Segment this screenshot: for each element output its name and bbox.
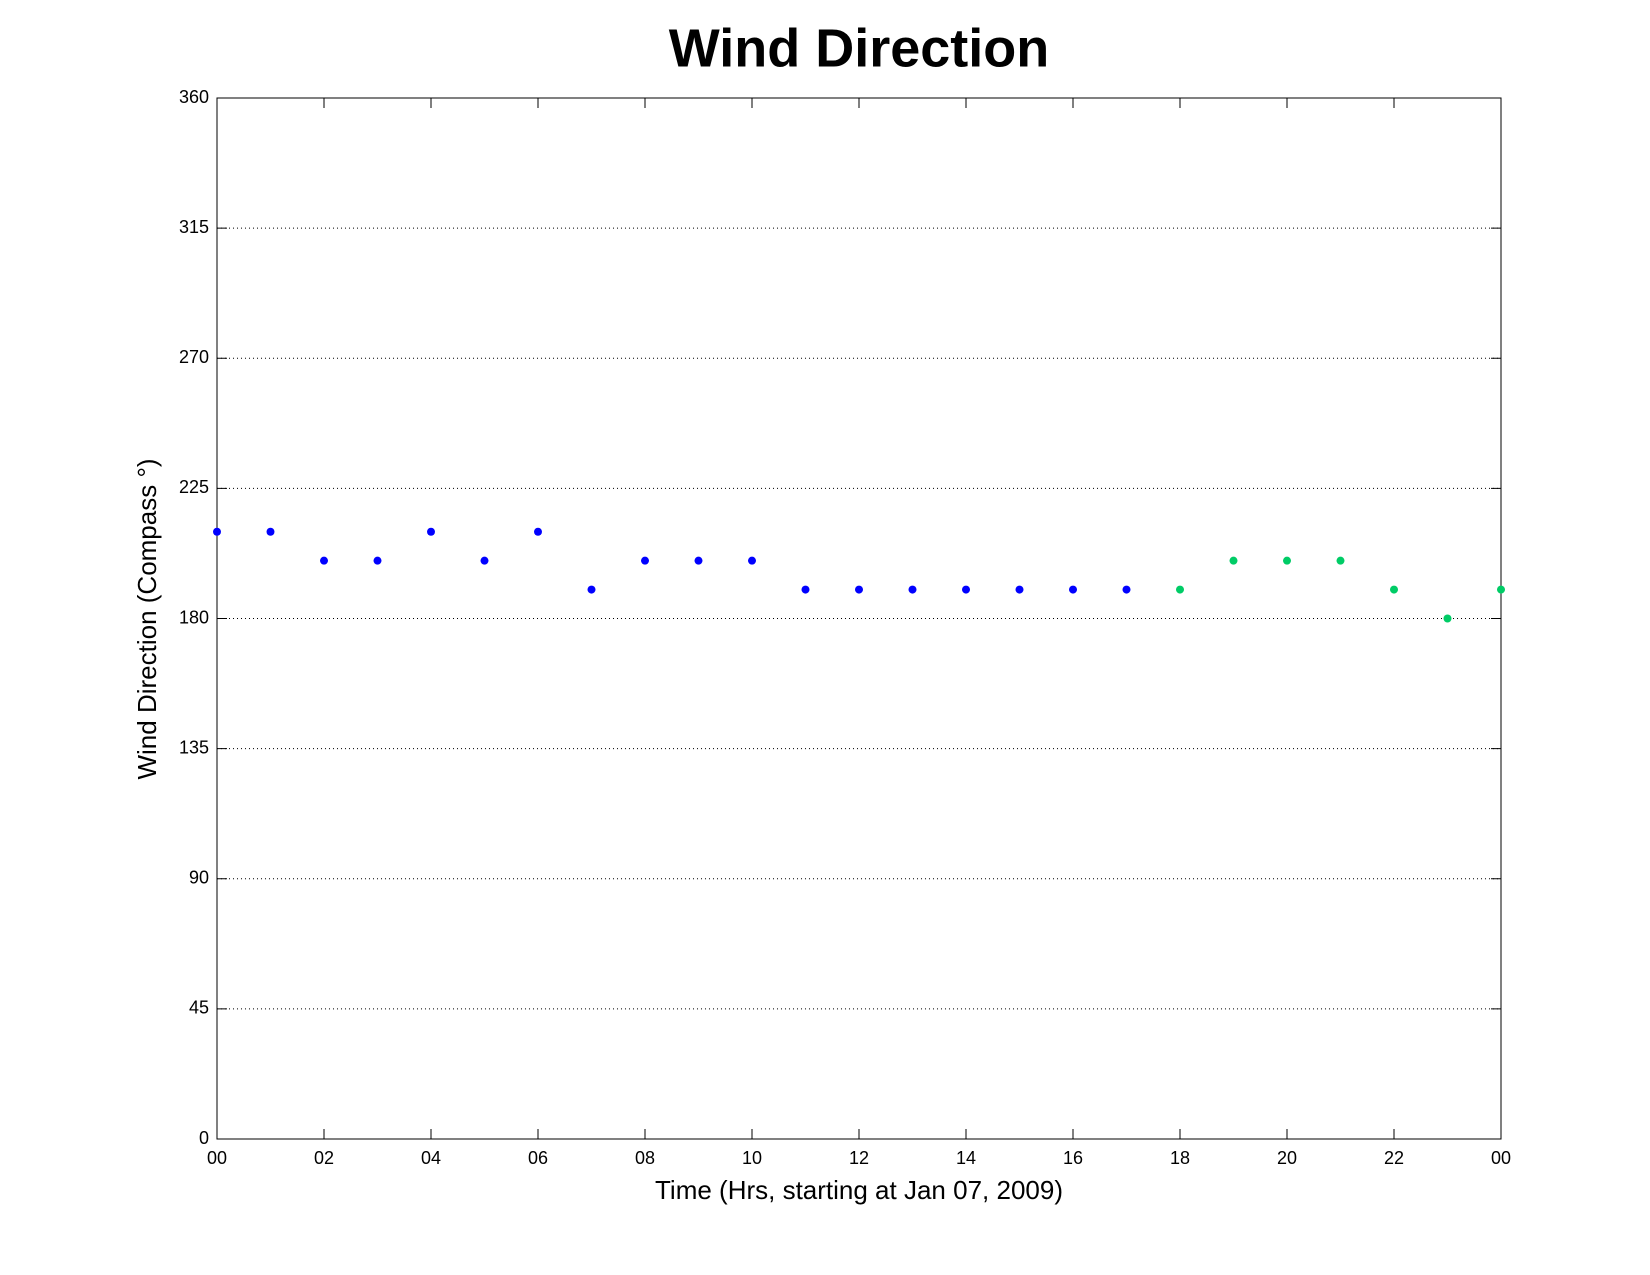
point [1443,614,1452,623]
x-tick-label: 08 [635,1148,655,1168]
point [587,585,596,594]
point [1069,585,1077,594]
x-tick-label: 22 [1384,1148,1404,1168]
x-tick-label: 12 [849,1148,869,1168]
point [266,527,275,536]
x-tick-label: 02 [314,1148,334,1168]
x-tick-label: 04 [421,1148,441,1168]
point [213,527,221,536]
x-tick-label: 00 [207,1148,227,1168]
y-tick-label: 90 [189,868,209,888]
point [694,556,703,565]
y-tick-label: 270 [179,347,209,367]
y-tick-label: 45 [189,998,209,1018]
x-axis-label: Time (Hrs, starting at Jan 07, 2009) [655,1175,1063,1205]
plot-frame [216,97,1502,1140]
chart-title: Wind Direction [669,18,1050,78]
point [373,556,382,565]
point [1122,585,1131,594]
point [320,556,328,565]
point [427,527,435,536]
point [1176,585,1184,594]
y-tick-label: 360 [179,87,209,107]
y-tick-label: 135 [179,737,209,757]
point [1283,556,1291,565]
x-tick-label: 14 [956,1148,976,1168]
x-tick-label: 20 [1277,1148,1297,1168]
x-tick-label: 16 [1063,1148,1083,1168]
x-tick-label: 10 [742,1148,762,1168]
x-tick-label: 00 [1491,1148,1511,1168]
point [962,585,970,594]
y-tick-label: 315 [179,217,209,237]
point [1497,585,1505,594]
point [534,527,542,536]
point [1336,556,1345,565]
point [855,585,863,594]
point [908,585,917,594]
x-tick-label: 06 [528,1148,548,1168]
y-tick-label: 180 [179,607,209,627]
point [1229,556,1238,565]
y-axis-label: Wind Direction (Compass °) [132,458,162,779]
point [1390,585,1398,594]
point [480,556,489,565]
y-tick-label: 225 [179,477,209,497]
point [1015,585,1024,594]
point [801,585,810,594]
point [748,556,756,565]
point [641,556,649,565]
x-tick-label: 18 [1170,1148,1190,1168]
y-tick-label: 0 [199,1128,209,1148]
